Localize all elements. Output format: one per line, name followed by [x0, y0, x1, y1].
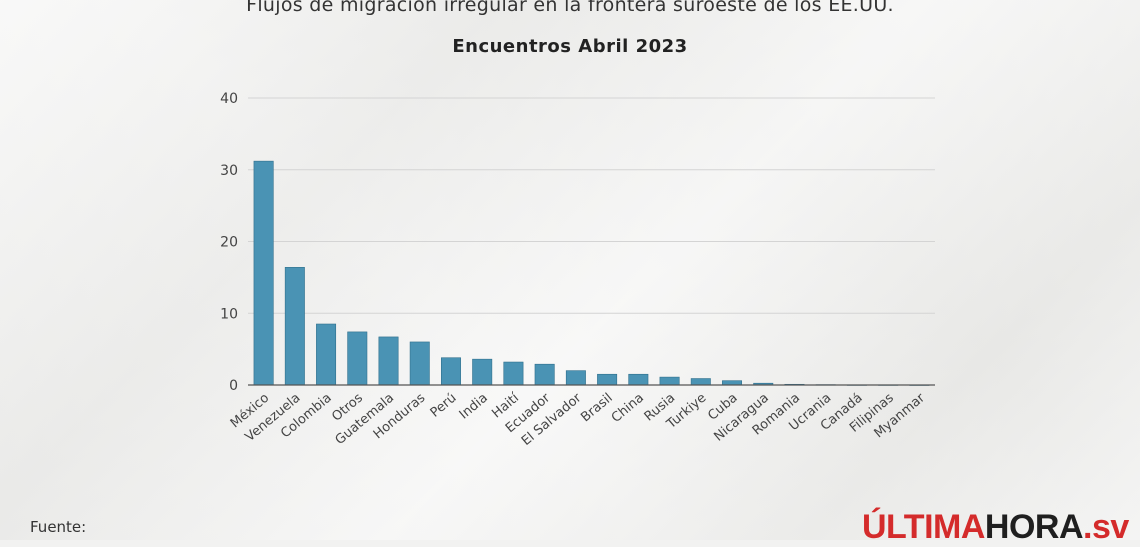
bar-india [472, 358, 493, 386]
y-tick-label: 30 [220, 163, 238, 179]
bar-perú [440, 357, 461, 386]
x-tick-label: Brasil [578, 391, 615, 426]
bar-ecuador [534, 363, 555, 386]
logo-part-ultima: ÚLTIMA [862, 508, 985, 546]
bar-otros [347, 331, 368, 386]
brand-logo: ÚLTIMAHORA.sv [862, 508, 1129, 547]
bar-turkiye [690, 378, 711, 386]
chart-title: Flujos de migración irregular en la fron… [246, 0, 894, 16]
logo-part-hora: HORA [984, 508, 1084, 546]
bar-honduras [409, 341, 430, 386]
bar-colombia [316, 323, 337, 386]
bar-el-salvador [565, 370, 586, 386]
bar-brasil [597, 373, 618, 386]
bar-guatemala [378, 336, 399, 386]
source-label: Fuente: [30, 518, 87, 536]
chart-subtitle: Encuentros Abril 2023 [452, 36, 688, 57]
bar-venezuela [284, 267, 305, 386]
y-tick-label: 0 [229, 378, 238, 394]
bars [253, 160, 930, 386]
y-tick-label: 10 [220, 306, 238, 322]
x-tick-label: India [457, 391, 491, 423]
y-axis-ticks: 0 10 20 30 40 [220, 91, 238, 394]
bar-rusia [659, 376, 680, 386]
x-axis-labels: MéxicoVenezuelaColombiaOtrosGuatemalaHon… [228, 390, 929, 449]
bar-cuba [722, 380, 743, 386]
x-tick-label: Perú [428, 391, 460, 421]
grid-lines [248, 97, 935, 314]
bar-haití [503, 361, 524, 386]
bar-méxico [253, 160, 274, 386]
logo-part-sv: .sv [1083, 508, 1129, 546]
y-tick-label: 40 [220, 91, 238, 107]
bar-china [628, 373, 649, 386]
y-tick-label: 20 [220, 235, 238, 251]
x-tick-label: China [609, 391, 647, 426]
